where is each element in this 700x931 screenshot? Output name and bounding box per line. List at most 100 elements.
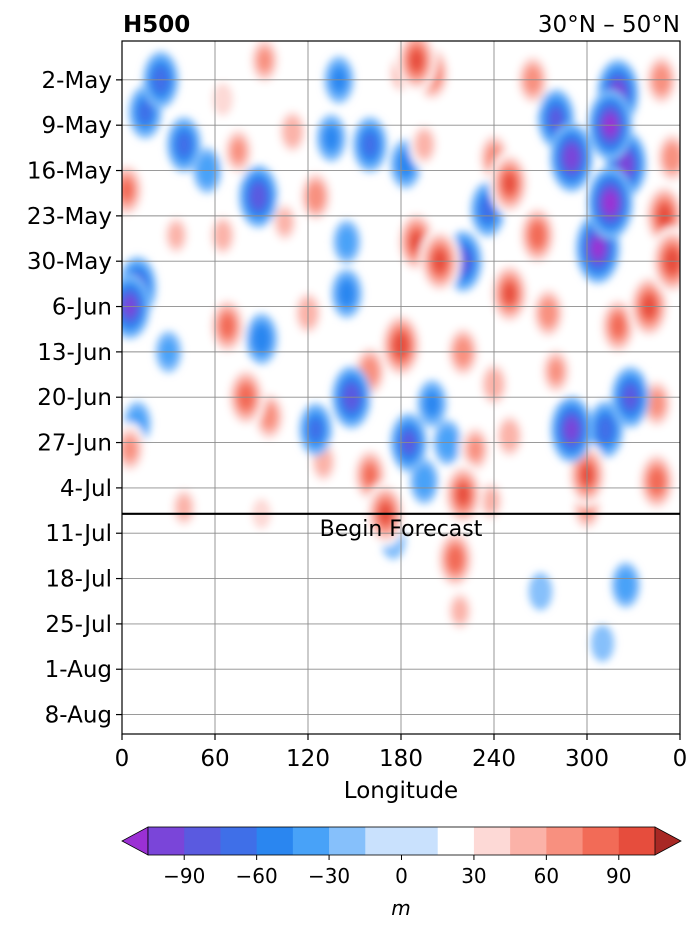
y-tick-label: 18-Jul: [45, 567, 112, 593]
anomaly-contour: [338, 280, 356, 307]
colorbar-segment: [582, 827, 620, 855]
anomaly-contour: [619, 153, 633, 175]
anomaly-blob: [166, 117, 202, 173]
anomaly-contour: [214, 222, 232, 249]
colorbar-segment: [256, 827, 294, 855]
colorbar-segment: [148, 827, 185, 855]
y-tick-label: 27-Jun: [37, 431, 112, 457]
anomaly-contour: [250, 183, 267, 210]
colorbar-extend-max: [654, 826, 682, 856]
anomaly-contour: [363, 465, 377, 485]
colorbar-segment: [618, 827, 656, 855]
y-tick-label: 8-Aug: [45, 703, 112, 729]
anomaly-blob: [458, 422, 493, 476]
anomaly-blob: [221, 124, 255, 178]
anomaly-blob: [598, 295, 638, 357]
y-tick-label: 4-Jul: [60, 476, 112, 502]
y-tick-label: 30-May: [27, 249, 112, 275]
anomaly-contour: [231, 140, 245, 162]
anomaly-contour: [539, 299, 557, 327]
colorbar-tick-label: 90: [606, 864, 631, 888]
anomaly-blob: [587, 166, 634, 240]
anomaly-contour: [123, 438, 137, 460]
anomaly-contour: [220, 314, 235, 338]
y-tick-label: 6-Jun: [52, 295, 112, 321]
anomaly-contour: [649, 391, 665, 416]
anomaly-blob: [637, 449, 677, 513]
anomaly-contour: [615, 568, 637, 602]
x-tick-label: 300: [565, 746, 609, 772]
anomaly-contour: [410, 50, 423, 71]
anomaly-contour: [590, 624, 615, 662]
anomaly-contour: [362, 132, 378, 157]
anomaly-contour: [122, 180, 133, 200]
anomaly-blob: [207, 210, 239, 260]
anomaly-blob: [122, 160, 146, 220]
anomaly-contour: [283, 117, 302, 147]
anomaly-contour: [500, 421, 519, 451]
anomaly-blob: [350, 625, 374, 662]
anomaly-blob: [276, 106, 309, 158]
colorbar-extend-min: [121, 826, 149, 856]
anomaly-blob: [208, 295, 247, 357]
anomaly-contour: [503, 174, 516, 193]
anomaly-blob: [530, 284, 567, 342]
anomaly-contour: [261, 404, 277, 429]
x-tick-label: 0: [673, 746, 688, 772]
anomaly-contour: [452, 599, 468, 623]
anomaly-blob: [628, 273, 670, 340]
anomaly-contour: [257, 49, 272, 72]
anomaly-contour: [549, 108, 563, 129]
colorbar-segment: [473, 827, 511, 855]
anomaly-contour: [157, 541, 180, 578]
anomaly-blob: [435, 527, 475, 591]
anomaly-blob: [269, 198, 300, 247]
anomaly-contour: [457, 485, 469, 504]
anomaly-contour: [648, 468, 665, 495]
anomaly-blob: [245, 526, 271, 566]
y-tick-label: 9-May: [42, 113, 112, 139]
anomaly-contour: [592, 239, 604, 258]
anomaly-contour: [597, 416, 615, 444]
anomaly-contour: [503, 284, 516, 303]
anomaly-contour: [277, 210, 293, 235]
anomaly-contour: [337, 226, 357, 258]
anomaly-blob: [161, 211, 192, 260]
x-axis-label: Longitude: [344, 778, 458, 804]
chart-title: H500: [123, 12, 190, 38]
anomaly-blob: [395, 41, 438, 94]
anomaly-blob: [297, 167, 334, 226]
x-axis: 0 60 120 180 240 300 0: [115, 734, 688, 772]
y-tick-label: 16-May: [27, 159, 112, 185]
anomaly-blob: [408, 119, 440, 170]
anomaly-blob: [316, 114, 347, 162]
anomaly-blob: [352, 117, 388, 173]
grid: [122, 41, 680, 734]
colorbar-segment: [546, 827, 584, 855]
anomaly-blob: [611, 562, 640, 608]
anomaly-contour: [663, 144, 680, 172]
y-tick-label: 23-May: [27, 204, 112, 230]
colorbar-tick-label: −60: [236, 864, 278, 888]
y-tick-label: 2-May: [42, 68, 112, 94]
anomaly-contour: [468, 438, 483, 460]
anomaly-contour: [309, 418, 323, 441]
y-tick-label: 20-Jun: [37, 385, 112, 411]
colorbar-segment: [220, 827, 258, 855]
anomaly-contour: [424, 391, 440, 416]
colorbar: −90 −60 −30 0 30 60 90: [121, 826, 682, 888]
anomaly-contour: [564, 145, 579, 170]
anomaly-blob: [273, 586, 296, 623]
anomaly-blob: [517, 203, 558, 267]
colorbar-tick-label: 60: [534, 864, 559, 888]
plot-area: [122, 41, 680, 734]
anomaly-blob: [549, 123, 594, 192]
anomaly-blob: [590, 624, 615, 662]
anomaly-contour: [529, 222, 546, 248]
colorbar-segment: [437, 827, 475, 855]
x-tick-label: 180: [379, 746, 423, 772]
anomaly-blob: [445, 587, 475, 635]
anomaly-blob: [169, 483, 199, 532]
colorbar-segment: [329, 827, 366, 855]
anomaly-contour: [273, 586, 296, 623]
